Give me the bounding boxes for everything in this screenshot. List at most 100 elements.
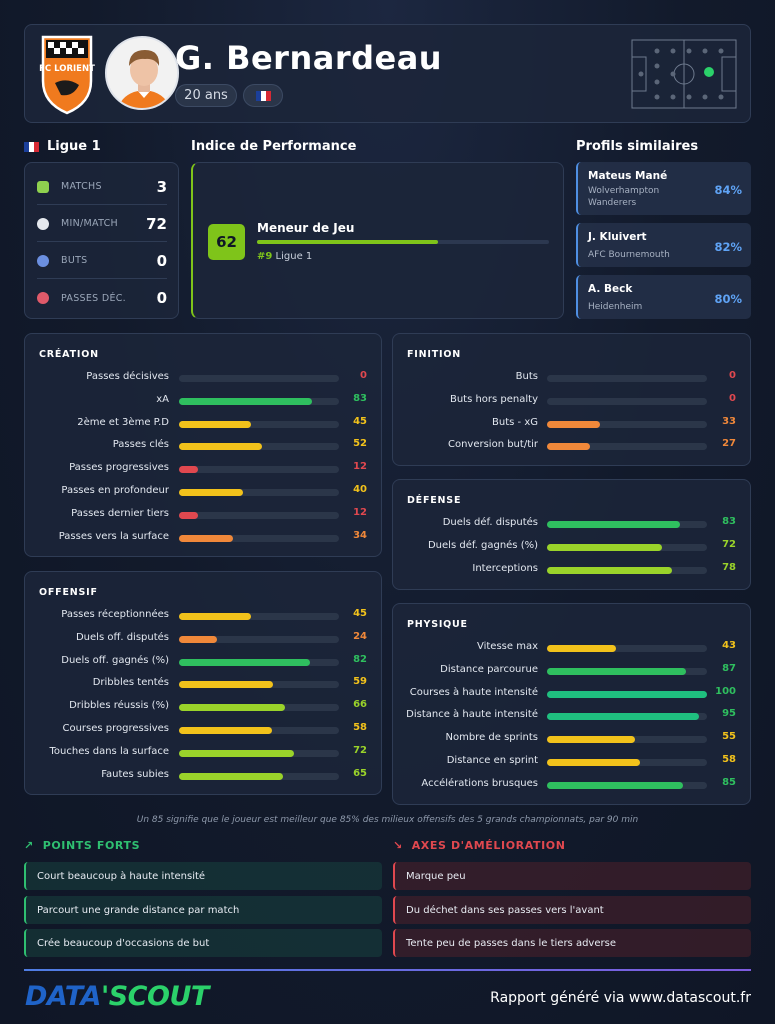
metric-row: Passes dernier tiers 12 (25, 506, 381, 526)
metric-value: 24 (353, 630, 367, 642)
metric-label: Vitesse max (476, 641, 538, 652)
metric-label: Passes vers la surface (58, 530, 169, 542)
metric-label: Buts - xG (492, 416, 538, 428)
metric-bar-fill (547, 420, 600, 428)
league-title-text: Ligue 1 (47, 139, 101, 154)
brand-part1: DATA (25, 981, 101, 1012)
improvement-item: Marque peu (393, 862, 751, 890)
metric-bar-fill (179, 635, 218, 643)
metric-bar (547, 543, 707, 551)
player-avatar (105, 36, 179, 110)
metric-value: 95 (722, 708, 736, 720)
creation-title: CRÉATION (39, 349, 99, 360)
similar-pct: 84% (714, 183, 742, 197)
metric-label: Buts (515, 371, 538, 382)
stat-label: MIN/MATCH (61, 218, 118, 229)
club-logo: FC LORIENT (39, 35, 95, 115)
creation-card: CRÉATION Passes décisives 0 xA 83 2ème et 3è… (24, 333, 382, 557)
metric-value: 55 (722, 731, 736, 743)
metric-bar (179, 443, 339, 451)
age-badge: 20 ans (175, 84, 237, 107)
metric-label: Passes progressives (69, 462, 169, 474)
metric-value: 85 (722, 776, 736, 788)
club-logo-text: FC LORIENT (39, 64, 95, 74)
metric-bar-fill (547, 781, 683, 789)
metric-bar-fill (547, 543, 663, 551)
metric-value: 72 (353, 744, 367, 756)
metric-row: Conversion but/tir 27 (393, 437, 750, 457)
datascout-logo: DATA'SCOUT (25, 981, 209, 1012)
metric-bar (179, 772, 339, 780)
similar-pct: 80% (714, 292, 742, 306)
metric-value: 40 (353, 484, 367, 495)
metric-bar-fill (547, 667, 687, 675)
metric-value: 59 (353, 676, 367, 688)
similar-profile-card[interactable]: A. Beck Heidenheim 80% (576, 275, 751, 319)
metric-bar (547, 690, 707, 698)
metric-bar-fill (179, 772, 283, 780)
performance-title: Indice de Performance (191, 139, 357, 154)
metric-value: 52 (353, 438, 367, 450)
improvements-title: ↘ AXES D'AMÉLIORATION (393, 839, 566, 852)
performance-role: Meneur de Jeu (257, 221, 355, 235)
metric-value: 34 (353, 529, 367, 541)
performance-card: 62 Meneur de Jeu #9 Ligue 1 (191, 162, 564, 319)
metric-bar (179, 613, 339, 620)
metric-bar (179, 511, 339, 519)
stat-min-per-match: MIN/MATCH 72 (37, 206, 167, 242)
metric-bar (547, 375, 707, 382)
physique-card: PHYSIQUE Vitesse max 43 Distance parcourue… (392, 603, 751, 805)
metric-row: Passes progressives 12 (25, 460, 381, 480)
metric-bar (179, 681, 339, 689)
metric-label: Distance à haute intensité (406, 709, 538, 721)
trend-down-icon: ↘ (393, 839, 403, 852)
metric-bar (547, 759, 707, 766)
metric-bar (547, 420, 707, 428)
similar-club: AFC Bournemouth (588, 250, 670, 260)
metric-bar-fill (547, 713, 699, 721)
league-stats-card: MATCHS 3 MIN/MATCH 72 BUTS 0 PASSES DÉC.… (24, 162, 179, 319)
player-name: G. Bernardeau (175, 39, 443, 77)
metric-bar-fill (179, 704, 285, 712)
stat-value: 0 (156, 289, 167, 307)
metric-bar (547, 397, 707, 405)
ball-icon (37, 254, 49, 267)
offensif-card: OFFENSIF Passes réceptionnées 45 Duels off… (24, 571, 382, 795)
percentile-caption: Un 85 signifie que le joueur est meilleu… (136, 815, 639, 825)
france-flag-icon (255, 90, 271, 101)
metric-value: 0 (729, 370, 736, 381)
metric-row: Duels off. disputés 24 (25, 630, 381, 650)
metric-value: 83 (722, 516, 736, 527)
strength-item: Crée beaucoup d'occasions de but (24, 929, 382, 957)
metric-bar-fill (179, 534, 234, 542)
metric-bar-fill (547, 645, 616, 652)
performance-score: 62 (208, 224, 245, 260)
metric-row: Interceptions 78 (393, 561, 750, 581)
metric-bar (179, 420, 339, 428)
similar-profile-card[interactable]: Mateus Mané Wolverhampton Wanderers 84% (576, 162, 751, 215)
metric-bar (547, 521, 707, 528)
metric-row: Duels déf. disputés 83 (393, 515, 750, 535)
stopwatch-icon (37, 217, 49, 230)
metric-bar-fill (547, 690, 707, 698)
metric-label: Buts hors penalty (449, 393, 538, 405)
metric-bar (547, 713, 707, 721)
similar-pct: 82% (714, 240, 742, 254)
metric-bar-fill (547, 736, 635, 744)
metric-bar (179, 749, 339, 757)
metric-label: Fautes subies (101, 768, 169, 780)
metric-bar-fill (179, 420, 251, 428)
footer-text: Rapport généré via www.datascout.fr (490, 990, 751, 1006)
metric-label: Accélérations brusques (421, 777, 538, 789)
pitch-icon (37, 180, 49, 193)
similar-profile-card[interactable]: J. Kluivert AFC Bournemouth 82% (576, 223, 751, 267)
stat-label: MATCHS (61, 181, 102, 192)
metric-bar (179, 658, 339, 666)
metric-bar (179, 635, 339, 643)
metric-row: Duels off. gagnés (%) 82 (25, 653, 381, 673)
metric-bar (547, 736, 707, 744)
metric-value: 58 (353, 722, 367, 733)
stat-assists: PASSES DÉC. 0 (37, 280, 167, 316)
metric-label: Dribbles réussis (%) (69, 700, 169, 712)
metric-value: 65 (353, 767, 367, 779)
